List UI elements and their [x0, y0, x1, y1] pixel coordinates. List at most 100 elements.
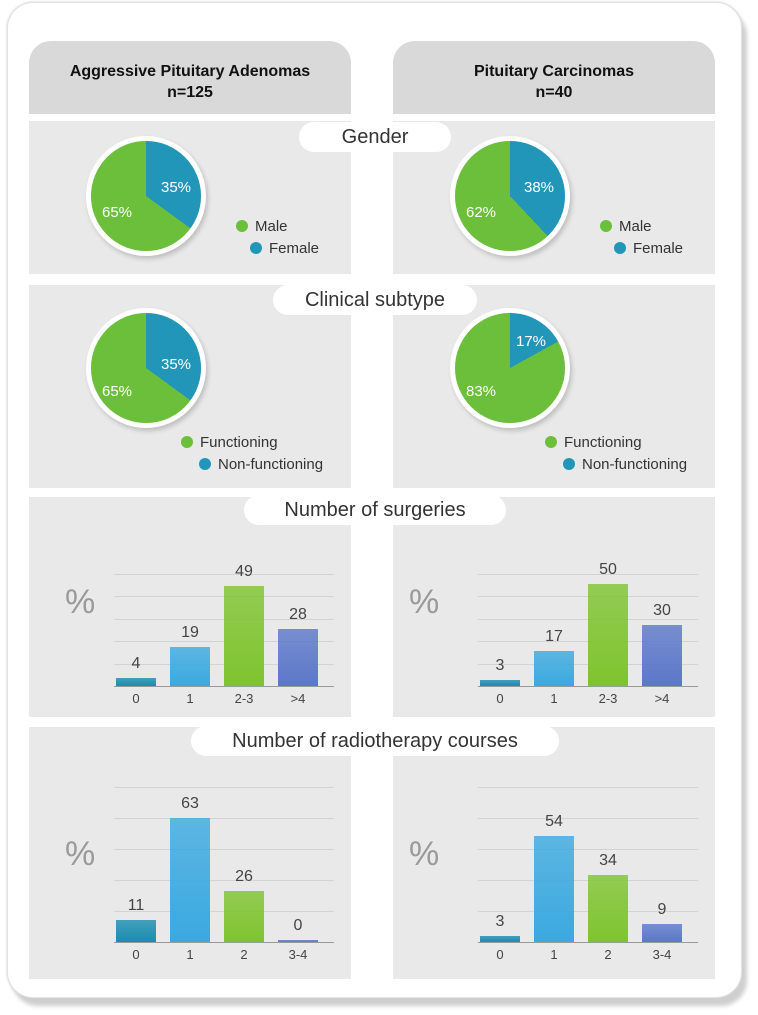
x-tick-label: 1: [550, 947, 558, 962]
bar-0: [116, 920, 156, 942]
bar-value-label: 30: [653, 602, 671, 619]
teal-dot-icon: [614, 242, 626, 254]
x-tick-label: 2: [604, 947, 612, 962]
adenomas-title: Aggressive Pituitary Adenomas: [69, 63, 311, 80]
x-axis-line: [478, 942, 698, 943]
bar-value-label: 28: [289, 606, 307, 623]
bar-value-label: 3: [495, 657, 505, 674]
infographic-card: Aggressive Pituitary Adenomas n=125 Pitu…: [7, 2, 742, 998]
gridline: [478, 787, 698, 788]
bar-0: [480, 680, 520, 686]
pie-label-female-carcinomas: 38%: [524, 179, 555, 196]
bar-value-label: 9: [657, 901, 667, 918]
x-tick-label: >4: [290, 691, 306, 706]
legend-item-nonfunctioning: Non-functioning: [199, 456, 323, 473]
legend-item-functioning: Functioning: [181, 434, 323, 451]
pie-label-female-adenomas: 35%: [161, 179, 192, 196]
pie-label-nonfunctioning-adenomas: 35%: [161, 356, 192, 373]
x-tick-label: 1: [550, 691, 558, 706]
legend-item-female: Female: [614, 240, 683, 257]
x-tick-label: 1: [186, 691, 194, 706]
subtype-pie-adenomas: [91, 313, 201, 423]
bar-1: [170, 647, 210, 686]
gender-pie-adenomas: [91, 141, 201, 251]
x-axis-line: [114, 686, 334, 687]
bar-0: [116, 678, 156, 686]
bar-3x4: [278, 940, 318, 942]
gridline: [114, 849, 334, 850]
gender-legend-carcinomas: Male Female: [600, 218, 683, 257]
section-title-gender: Gender: [299, 122, 451, 152]
column-header-carcinomas: Pituitary Carcinomas n=40: [393, 41, 715, 114]
x-axis-line: [114, 942, 334, 943]
y-axis-label: %: [65, 835, 96, 873]
pie-label-nonfunctioning-carcinomas: 17%: [516, 333, 547, 350]
green-dot-icon: [545, 436, 557, 448]
gridline: [478, 574, 698, 575]
adenomas-n: n=125: [167, 84, 213, 101]
pie-label-male-carcinomas: 62%: [466, 204, 497, 221]
gridline: [114, 574, 334, 575]
bar-1: [170, 818, 210, 942]
bar-value-label: 49: [235, 563, 253, 580]
green-dot-icon: [236, 220, 248, 232]
x-tick-label: 0: [132, 691, 140, 706]
pie-label-functioning-adenomas: 65%: [102, 383, 133, 400]
gridline: [114, 818, 334, 819]
gridline: [114, 787, 334, 788]
x-tick-label: 1: [186, 947, 194, 962]
column-header-adenomas: Aggressive Pituitary Adenomas n=125: [29, 41, 351, 114]
bar-value-label: 34: [599, 852, 617, 869]
x-tick-label: 2-3: [598, 691, 618, 706]
carcinomas-title: Pituitary Carcinomas: [473, 63, 635, 80]
bar-value-label: 63: [181, 795, 199, 812]
x-tick-label: 2: [240, 947, 248, 962]
bar-2x3: [588, 584, 628, 686]
green-dot-icon: [600, 220, 612, 232]
bar-3x4: [642, 924, 682, 942]
gridline: [114, 880, 334, 881]
x-tick-label: 0: [132, 947, 140, 962]
x-tick-label: 0: [496, 691, 504, 706]
bar-2: [224, 891, 264, 942]
teal-dot-icon: [563, 458, 575, 470]
subtype-legend-carcinomas: Functioning Non-functioning: [545, 434, 687, 473]
pie-label-male-adenomas: 65%: [102, 204, 133, 221]
section-title-radiotherapy: Number of radiotherapy courses: [191, 726, 559, 756]
bar-value-label: 54: [545, 813, 563, 830]
x-axis-line: [478, 686, 698, 687]
bar-2x3: [224, 586, 264, 686]
bar-value-label: 0: [293, 917, 303, 934]
bar-value-label: 3: [495, 913, 505, 930]
bar-0: [480, 936, 520, 942]
subtype-legend-adenomas: Functioning Non-functioning: [181, 434, 323, 473]
x-tick-label: 2-3: [234, 691, 254, 706]
teal-dot-icon: [199, 458, 211, 470]
legend-item-female: Female: [250, 240, 319, 257]
legend-item-male: Male: [236, 218, 319, 235]
bar-1: [534, 836, 574, 942]
x-tick-label: 3-4: [652, 947, 672, 962]
bar-2: [588, 875, 628, 942]
bar-x4: [642, 625, 682, 686]
legend-item-male: Male: [600, 218, 683, 235]
gender-legend-adenomas: Male Female: [236, 218, 319, 257]
bar-value-label: 17: [545, 628, 563, 645]
x-tick-label: >4: [654, 691, 670, 706]
bar-value-label: 4: [131, 655, 141, 672]
bar-value-label: 50: [599, 561, 617, 578]
x-tick-label: 3-4: [288, 947, 308, 962]
gender-pie-carcinomas: [455, 141, 565, 251]
bar-value-label: 19: [181, 624, 199, 641]
green-dot-icon: [181, 436, 193, 448]
legend-item-functioning: Functioning: [545, 434, 687, 451]
teal-dot-icon: [250, 242, 262, 254]
gridline: [478, 818, 698, 819]
y-axis-label: %: [409, 583, 440, 621]
section-title-surgeries: Number of surgeries: [244, 495, 506, 525]
section-title-subtype: Clinical subtype: [273, 285, 477, 315]
legend-item-nonfunctioning: Non-functioning: [563, 456, 687, 473]
pie-label-functioning-carcinomas: 83%: [466, 383, 497, 400]
bar-1: [534, 651, 574, 686]
x-tick-label: 0: [496, 947, 504, 962]
